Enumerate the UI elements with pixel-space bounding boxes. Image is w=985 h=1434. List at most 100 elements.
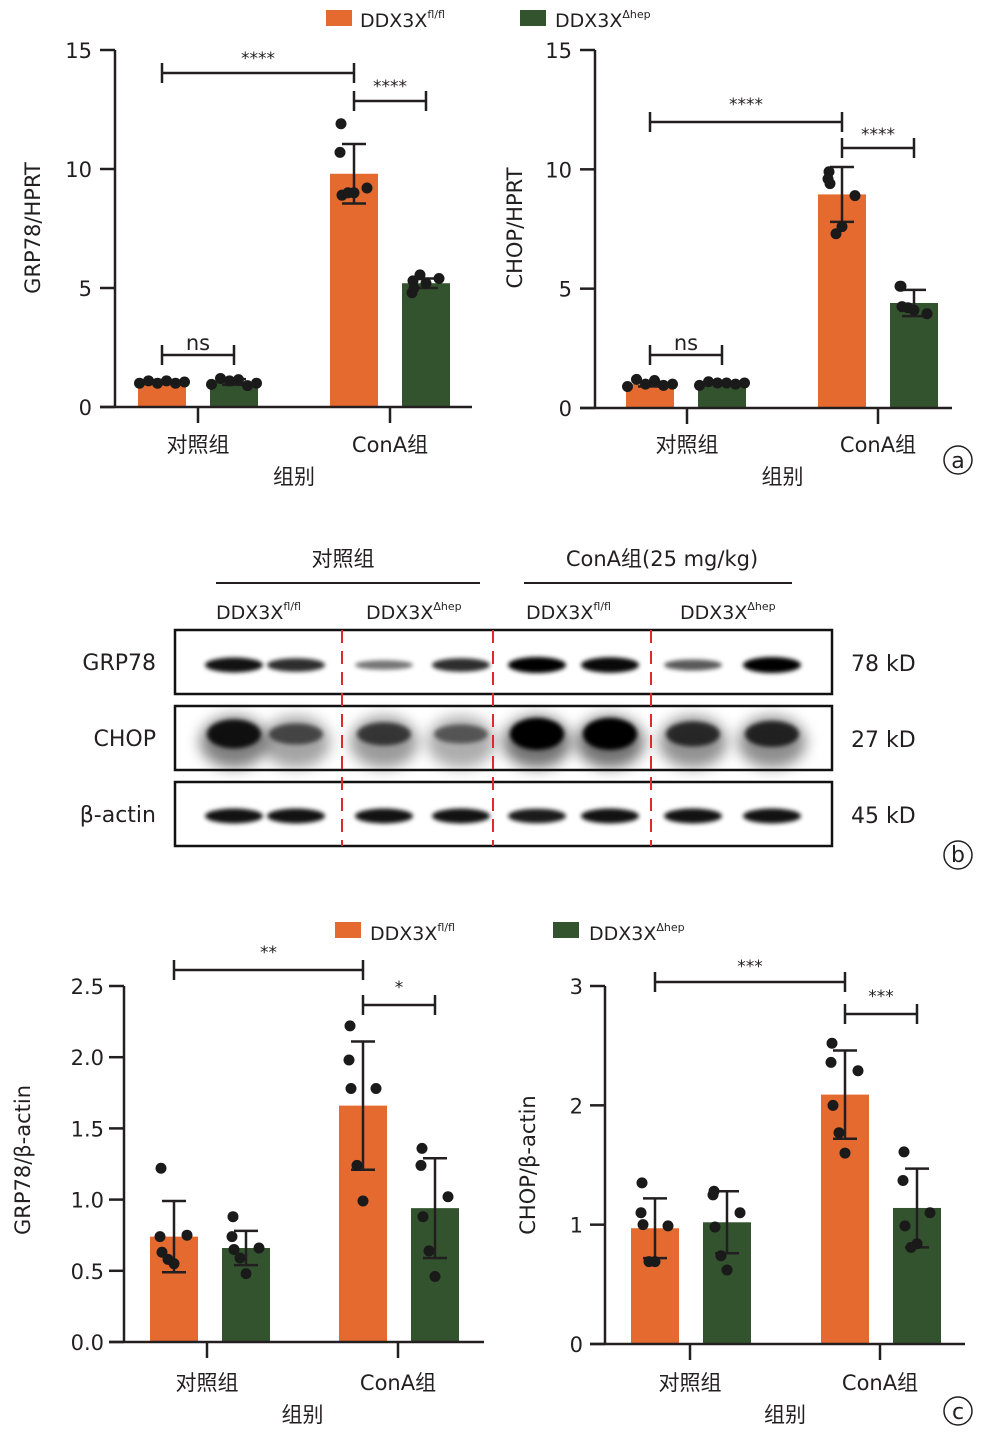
data-point (709, 1221, 721, 1233)
x-axis-title: 组别 (273, 465, 315, 489)
x-axis-title: 组别 (762, 465, 804, 489)
data-point (640, 378, 651, 390)
wb-band (581, 657, 639, 673)
data-point (908, 304, 920, 316)
data-point (361, 182, 373, 194)
wb-size-label: 27 kD (851, 728, 916, 753)
data-point (827, 1099, 839, 1111)
data-point (622, 381, 633, 393)
data-point (839, 1147, 851, 1159)
wb-band (207, 719, 261, 749)
wb-band (664, 808, 722, 824)
y-axis-title: GRP78/HPRT (21, 162, 45, 294)
data-point (154, 1231, 166, 1243)
wb-band (581, 808, 639, 824)
data-point (348, 187, 360, 199)
significance-label: ns (674, 331, 698, 355)
x-tick-label: ConA组 (352, 433, 428, 457)
wb-frame (173, 704, 834, 772)
data-point (824, 178, 836, 190)
y-axis-title: GRP78/β-actin (11, 1085, 35, 1235)
data-point (253, 1242, 265, 1254)
y-tick-label: 2.5 (71, 975, 104, 999)
wb-band (205, 657, 263, 673)
wb-frame (173, 628, 834, 696)
wb-row-2: β-actin 45 kD (80, 780, 916, 848)
data-point (420, 277, 432, 289)
data-point (240, 1268, 252, 1280)
legend-label-hep: DDX3XΔhep (555, 8, 651, 32)
wb-band (743, 657, 801, 673)
legend-swatch-hep (553, 922, 579, 938)
data-point (911, 1238, 923, 1250)
data-point (251, 377, 262, 389)
legend-swatch-hep (520, 10, 546, 26)
wb-lane-label: DDX3XΔhep (366, 600, 462, 624)
x-tick-label: 对照组 (659, 1371, 722, 1395)
data-point (649, 375, 660, 387)
panel-label-b: b (943, 840, 973, 870)
data-point (721, 1264, 733, 1276)
wb-band (510, 718, 564, 750)
data-point (344, 1020, 356, 1032)
significance-label: **** (729, 95, 763, 115)
data-point (658, 379, 669, 391)
data-point (242, 380, 253, 392)
data-point (721, 377, 732, 389)
wb-group-header-cona: ConA组(25 mg/kg) (566, 547, 758, 571)
western-blot: 对照组 ConA组(25 mg/kg) DDX3Xfl/fl DDX3XΔhep… (80, 547, 973, 870)
data-point (155, 1162, 167, 1174)
legend-swatch-fl (326, 10, 352, 26)
significance-label: *** (868, 987, 894, 1007)
data-point (442, 1191, 454, 1203)
data-point (423, 1245, 435, 1257)
data-point (703, 376, 714, 388)
wb-protein-label: GRP78 (82, 651, 156, 676)
data-point (631, 373, 642, 385)
significance-label: ** (260, 943, 277, 963)
wb-size-label: 78 kD (851, 652, 916, 677)
data-point (715, 1250, 727, 1262)
wb-row-1: CHOP 27 kD (94, 704, 916, 772)
data-point (637, 1219, 649, 1231)
data-point (852, 1065, 864, 1077)
legend-label-fl: DDX3Xfl/fl (370, 921, 455, 945)
wb-band (267, 658, 325, 672)
data-point (168, 1258, 180, 1270)
data-point (667, 378, 678, 390)
data-point (649, 1256, 661, 1268)
data-point (433, 272, 445, 284)
x-tick-label: 对照组 (176, 1371, 239, 1395)
wb-lane-label: DDX3Xfl/fl (216, 600, 301, 624)
data-point (224, 375, 235, 387)
data-point (662, 1220, 674, 1232)
data-point (234, 1252, 246, 1264)
y-tick-label: 10 (65, 158, 92, 182)
wb-band (745, 721, 799, 747)
legend-bottom: DDX3Xfl/fl DDX3XΔhep (335, 921, 685, 945)
wb-rows: GRP78 78 kD CHOP 27 kD β-actin 45 kD (80, 628, 916, 848)
data-point (181, 1229, 193, 1241)
significance-label: **** (861, 125, 895, 145)
y-tick-label: 15 (65, 39, 92, 63)
wb-band (355, 660, 413, 670)
y-tick-label: 0.5 (71, 1260, 104, 1284)
x-tick-label: 对照组 (656, 433, 719, 457)
panel-label-c: c (943, 1396, 973, 1426)
y-tick-label: 5 (79, 277, 92, 301)
data-point (921, 308, 933, 320)
y-tick-label: 0 (79, 396, 92, 420)
data-point (228, 1243, 240, 1255)
data-point (825, 1056, 837, 1068)
data-point (416, 1142, 428, 1154)
wb-lane-label: DDX3Xfl/fl (526, 600, 611, 624)
y-tick-label: 1.5 (71, 1117, 104, 1141)
wb-band (743, 808, 801, 824)
y-tick-label: 15 (545, 39, 572, 63)
data-point (334, 146, 346, 158)
panel-label-a: a (943, 445, 973, 475)
y-tick-label: 2 (570, 1094, 583, 1118)
wb-band (508, 808, 566, 824)
